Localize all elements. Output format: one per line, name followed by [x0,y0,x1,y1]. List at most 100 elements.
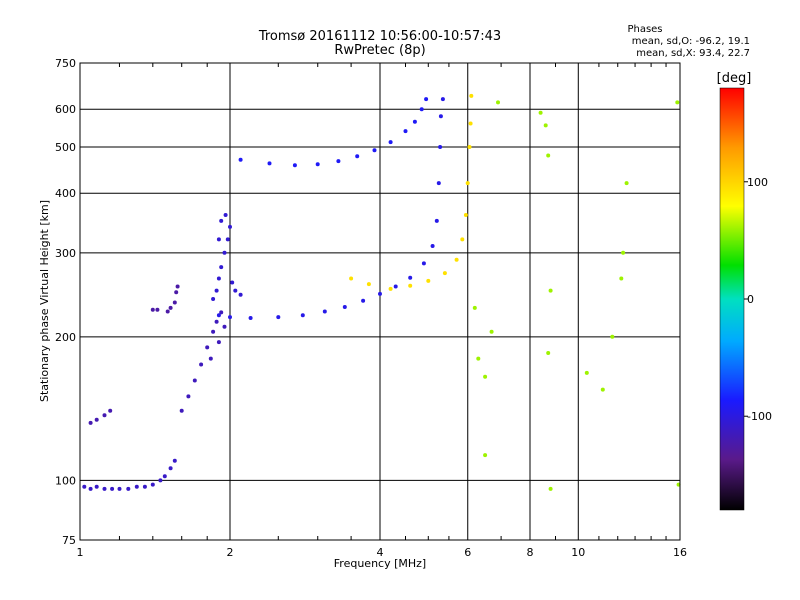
data-point [199,362,204,367]
axis-ticks: 1 2 4 6 8 10 16 75 100 200 300 400 500 600 750 [55,57,687,559]
data-point [223,213,228,217]
colorbar [719,87,745,511]
data-point [205,345,210,350]
data-point [372,148,377,153]
colorbar-tick-label: 0 [747,293,754,306]
data-point [315,162,320,167]
data-point [276,315,281,320]
y-tick-label: 100 [55,474,76,487]
colorbar-label: [deg] [717,71,752,86]
data-point [179,408,184,413]
data-point [438,114,443,119]
data-point [300,313,305,318]
data-point [102,486,107,491]
data-point [175,284,180,289]
data-point [463,213,468,217]
x-tick-label: 16 [673,546,687,559]
data-point [442,271,447,276]
data-point [366,282,371,287]
data-point [469,93,474,98]
data-point [94,417,99,422]
data-point [619,276,624,281]
data-point [228,224,232,229]
data-point [228,315,232,320]
data-point [546,351,551,355]
data-point [150,482,155,487]
data-point [216,237,221,242]
data-point [94,484,99,489]
data-points [82,93,681,491]
data-point [110,486,115,491]
x-tick-label: 10 [571,546,585,559]
data-point [408,283,413,288]
chart-title: Tromsø 20161112 10:56:00-10:57:43 [258,29,501,44]
data-point [419,107,424,112]
data-point [102,413,107,418]
data-point [233,288,238,293]
data-point [219,310,224,315]
data-point [158,478,163,483]
data-point [584,370,589,375]
x-tick-label: 1 [77,546,84,559]
data-point [388,140,393,145]
data-point [168,466,173,471]
data-point [496,100,500,105]
data-point [483,453,488,458]
x-tick-label: 8 [527,546,534,559]
data-point [238,292,243,297]
data-point [238,157,243,162]
data-point [214,288,219,293]
data-point [292,163,297,168]
data-point [211,329,216,334]
data-point [230,280,235,285]
y-tick-label: 300 [55,247,76,260]
data-point [322,309,327,314]
data-point [216,313,221,318]
data-point [460,237,465,242]
data-point [538,110,543,115]
data-point [216,340,221,345]
data-point [155,307,160,312]
data-point [600,387,605,392]
x-tick-label: 2 [227,546,234,559]
data-point [408,275,413,280]
data-point [543,123,548,128]
data-point [378,291,382,296]
data-point [150,307,155,312]
y-tick-label: 75 [62,534,76,547]
data-point [355,154,360,159]
data-point [222,250,227,255]
data-point [610,334,615,339]
data-point [186,394,191,399]
y-axis-label: Stationary phase Virtual Height [km] [38,200,51,402]
data-point [624,181,629,186]
x-tick-label: 4 [377,546,384,559]
phase-line-x: mean, sd,X: 93.4, 22.7 [636,48,750,59]
data-point [467,145,472,149]
x-axis-label: Frequency [MHz] [334,557,426,570]
data-point [162,474,167,479]
grid-lines [80,63,680,540]
data-point [208,356,213,361]
y-tick-label: 750 [55,57,76,70]
x-tick-label: 6 [464,546,471,559]
data-point [336,159,341,164]
data-point [225,237,230,242]
chart-subtitle: RwPretec (8p) [334,43,425,58]
data-point [88,420,93,425]
data-point [172,300,177,305]
data-point [211,297,216,301]
data-point [412,119,417,124]
data-point [403,129,408,134]
data-point [192,378,197,383]
data-point [108,408,113,413]
data-point [436,181,441,186]
y-tick-label: 600 [55,103,76,116]
colorbar-tick-label: -100 [747,410,772,423]
data-point [472,305,477,310]
data-point [361,298,366,303]
data-point [248,316,253,320]
data-point [546,153,551,158]
data-point [88,486,93,491]
data-point [421,261,426,266]
